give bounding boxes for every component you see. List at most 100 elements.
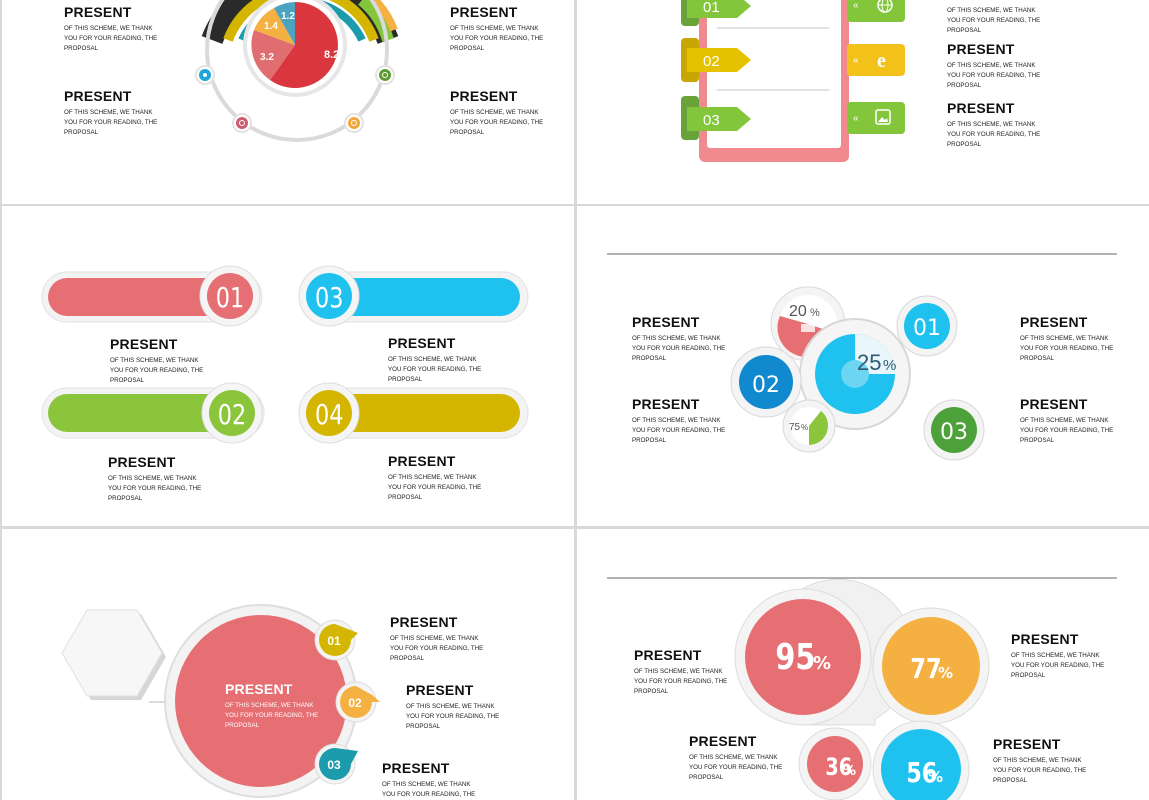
text-block: PRESENT OF THIS SCHEME, WE THANK YOU FOR…	[1020, 314, 1115, 364]
text-block: PRESENT OF THIS SCHEME, WE THANK YOU FOR…	[64, 4, 159, 54]
tab-label: 03	[703, 112, 720, 129]
chevron-left-icon: «	[853, 113, 859, 124]
block-body: OF THIS SCHEME, WE THANK YOU FOR YOUR RE…	[64, 25, 158, 52]
bubble-number: 02	[752, 373, 780, 398]
orange-arc	[372, 0, 398, 32]
slide-panel-5: 01 02 03 PRESENT OF THIS SCHEME, WE THAN…	[2, 529, 574, 800]
block-body: OF THIS SCHEME, WE THANK YOU FOR YOUR RE…	[406, 703, 500, 730]
text-block: PRESENT OF THIS SCHEME, WE THANK YOU FOR…	[947, 41, 1042, 91]
pill-bar-04	[298, 382, 529, 444]
circle-hexagon-diagram: 01 02 03	[61, 604, 380, 798]
bubble-01	[896, 295, 958, 357]
refresh-icon	[344, 113, 364, 133]
image-icon	[847, 102, 905, 134]
block-body: OF THIS SCHEME, WE THANK YOU FOR YOUR RE…	[947, 62, 1041, 89]
text-block: PRESENT OF THIS SCHEME, WE THANK YOU FOR…	[450, 88, 545, 138]
block-heading: PRESENT	[993, 736, 1061, 752]
text-block: PRESENT OF THIS SCHEME, WE THANK YOU FOR…	[993, 736, 1088, 786]
pill-number: 01	[216, 280, 244, 313]
block-body: OF THIS SCHEME, WE THANK YOU FOR YOUR RE…	[947, 121, 1041, 148]
pill-number: 02	[218, 397, 246, 430]
target-icon	[375, 65, 395, 85]
pct-sign: %	[928, 768, 943, 786]
block-body: OF THIS SCHEME, WE THANK YOU FOR YOUR RE…	[382, 781, 476, 798]
block-body: OF THIS SCHEME, WE THANK YOU FOR YOUR RE…	[1020, 417, 1114, 444]
yellow-arc	[223, 0, 379, 42]
pct-sign: %	[883, 357, 896, 374]
pie-label-3: 1.4	[264, 21, 278, 32]
browser-e-icon: e	[847, 44, 905, 76]
block-body: OF THIS SCHEME, WE THANK YOU FOR YOUR RE…	[450, 109, 544, 136]
gear-icon	[195, 65, 215, 85]
block-heading: PRESENT	[108, 454, 176, 470]
pct-value: 95	[775, 636, 815, 678]
block-heading: PRESENT	[225, 681, 293, 697]
tab-label: 02	[703, 53, 720, 70]
pct-label-25: 25	[857, 350, 881, 375]
bubble-03	[923, 399, 985, 461]
block-body: OF THIS SCHEME, WE THANK YOU FOR YOUR RE…	[1011, 652, 1105, 679]
pill-number: 03	[315, 280, 343, 313]
marker-01	[314, 619, 358, 661]
bubble-diagram: 20 % 25 % 75 % 01 02 03	[607, 253, 1117, 461]
bubble-25	[799, 318, 911, 430]
block-body: OF THIS SCHEME, WE THANK YOU FOR YOUR RE…	[110, 357, 204, 384]
bubble-02	[730, 346, 802, 418]
text-block: PRESENT OF THIS SCHEME, WE THANK YOU FOR…	[64, 88, 159, 138]
block-body: OF THIS SCHEME, WE THANK YOU FOR YOUR RE…	[632, 335, 726, 362]
slide-panel-3: 01 03 02 04 PRESENT OF THIS SCHEME, WE T…	[2, 206, 574, 526]
clock-icon	[232, 113, 252, 133]
pie-diagram: 8.2 3.2 1.4 1.2	[195, 0, 399, 142]
pct-sign: %	[813, 653, 831, 674]
marker-label: 02	[348, 696, 362, 710]
text-block: PRESENT OF THIS SCHEME, WE THANK YOU FOR…	[689, 733, 784, 783]
pct-sign: %	[810, 307, 820, 319]
pct-sign: %	[801, 423, 808, 432]
block-heading: PRESENT	[110, 336, 178, 352]
block-heading: PRESENT	[1020, 396, 1088, 412]
block-heading: PRESENT	[634, 647, 702, 663]
block-body: OF THIS SCHEME, WE THANK YOU FOR YOUR RE…	[390, 635, 484, 662]
pill-bar-03	[298, 265, 529, 327]
outer-ring	[205, 0, 389, 142]
block-heading: PRESENT	[64, 4, 132, 20]
block-heading: PRESENT	[689, 733, 757, 749]
pct-sign: %	[938, 664, 953, 682]
block-heading: PRESENT	[406, 682, 474, 698]
tab-02	[681, 38, 751, 82]
text-block: PRESENT OF THIS SCHEME, WE THANK YOU FOR…	[388, 453, 483, 503]
text-block: PRESENT OF THIS SCHEME, WE THANK YOU FOR…	[634, 647, 729, 697]
pie-slice-orange	[254, 8, 295, 45]
clipboard-diagram: 01 02 03 e « « «	[681, 0, 905, 162]
pill-bars-diagram: 01 03 02 04	[41, 265, 529, 444]
block-heading: PRESENT	[382, 760, 450, 776]
text-block: PRESENT OF THIS SCHEME, WE THANK YOU FOR…	[632, 314, 727, 364]
pct-label-20: 20	[789, 303, 807, 320]
svg-text:e: e	[877, 50, 886, 72]
tab-03	[681, 96, 751, 140]
block-heading: PRESENT	[390, 614, 458, 630]
text-block: PRESENT OF THIS SCHEME, WE THANK YOU FOR…	[388, 335, 483, 385]
block-body: OF THIS SCHEME, WE THANK YOU FOR YOUR RE…	[108, 475, 202, 502]
block-body: OF THIS SCHEME, WE THANK YOU FOR YOUR RE…	[450, 25, 544, 52]
slide-panel-6: 95 % 77 % 36 % 56 % PRESENT OF THIS SCHE…	[577, 529, 1149, 800]
text-block: PRESENT OF THIS SCHEME, WE THANK YOU FOR…	[947, 0, 1042, 36]
block-heading: PRESENT	[632, 314, 700, 330]
text-block: PRESENT OF THIS SCHEME, WE THANK YOU FOR…	[406, 682, 501, 732]
hexagon-shape	[61, 609, 174, 703]
bubble-36	[798, 727, 872, 800]
slide-panel-4: 20 % 25 % 75 % 01 02 03 PRESENT OF THIS …	[577, 206, 1149, 526]
pie-slice-red	[270, 2, 338, 88]
block-heading: PRESENT	[388, 453, 456, 469]
text-block: PRESENT OF THIS SCHEME, WE THANK YOU FOR…	[110, 336, 205, 386]
marker-label: 01	[327, 634, 341, 648]
chevron-left-icon: «	[853, 55, 859, 66]
slide-panel-2: 01 02 03 e « « « PRESENT OF THIS SCHEME,…	[577, 0, 1149, 204]
pie-label-2: 3.2	[260, 52, 274, 63]
block-body: OF THIS SCHEME, WE THANK YOU FOR YOUR RE…	[689, 754, 783, 781]
block-heading: PRESENT	[450, 88, 518, 104]
block-heading: PRESENT	[64, 88, 132, 104]
bubble-number: 03	[940, 420, 968, 445]
block-body: OF THIS SCHEME, WE THANK YOU FOR YOUR RE…	[1020, 335, 1114, 362]
text-block: PRESENT OF THIS SCHEME, WE THANK YOU FOR…	[1011, 631, 1106, 681]
